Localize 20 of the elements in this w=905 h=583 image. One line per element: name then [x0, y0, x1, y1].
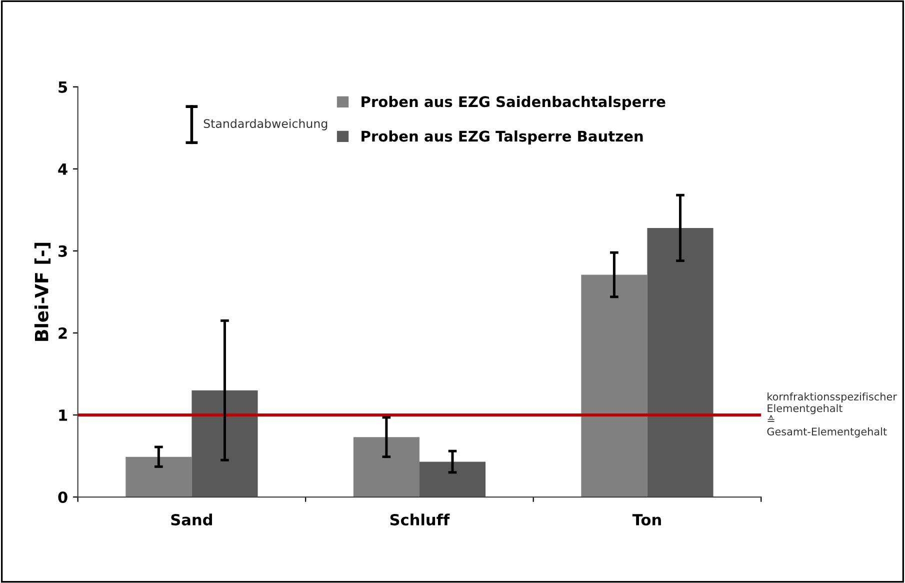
annotation: Standardabweichung — [204, 118, 328, 130]
legend-label: Proben aus EZG Saidenbachtalsperre — [362, 96, 666, 110]
y-tick-label: 1 — [59, 410, 68, 421]
y-tick-label: 5 — [58, 82, 68, 93]
x-tick-label: Ton — [632, 514, 661, 526]
y-tick-label: 3 — [58, 245, 67, 257]
bar — [419, 462, 486, 498]
y-axis-title: Blei-VF [-] — [34, 242, 51, 341]
y-tick-label: 2 — [58, 327, 67, 339]
bar — [126, 456, 192, 498]
bar — [353, 437, 420, 498]
bar — [647, 228, 714, 498]
y-tick-label: 0 — [58, 491, 68, 504]
x-tick-label: Sand — [171, 514, 212, 526]
legend-label: Proben aus EZG Talsperre Bautzen — [362, 130, 643, 145]
x-tick-label: Schluff — [390, 514, 450, 526]
bar — [192, 390, 258, 498]
y-tick-label: 4 — [58, 164, 68, 175]
ref-line-label: kornfraktionsspezifischer Elementgehalt ≙ Gesamt-Elementgehalt — [767, 392, 897, 438]
bar — [581, 274, 648, 498]
